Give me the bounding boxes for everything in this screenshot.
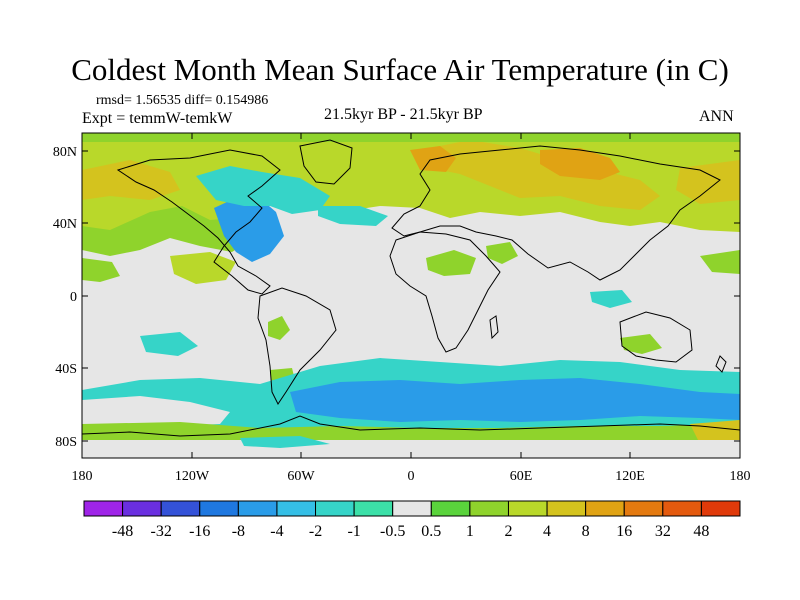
lon-label: 120E <box>615 469 645 484</box>
southern-ocean-cool <box>290 378 740 422</box>
colorbar-label: -8 <box>232 523 245 540</box>
greenland-coast <box>299 139 353 185</box>
season-label: ANN <box>699 108 734 125</box>
north-atlantic-cool <box>196 166 330 214</box>
colorbar-box <box>700 500 741 517</box>
coastlines <box>82 139 740 437</box>
north-warm-lower <box>82 206 250 256</box>
colorbar-label: -0.5 <box>380 523 405 540</box>
africa-coast <box>389 231 501 353</box>
east-pacific-warm <box>700 250 740 274</box>
map-field <box>82 133 740 458</box>
west-pacific-warm <box>82 258 120 282</box>
colorbar-box <box>315 500 355 517</box>
south-indian-green <box>620 334 662 354</box>
colorbar-label: 32 <box>655 523 671 540</box>
colorbar-boxes <box>83 500 741 517</box>
eurasia-coast <box>391 145 721 281</box>
colorbar-label: -48 <box>112 523 133 540</box>
colorbar-box <box>623 500 664 517</box>
colorbar-label: -1 <box>347 523 360 540</box>
lon-label: 60W <box>287 469 315 484</box>
mid-atlantic-cool <box>318 206 388 226</box>
lat-label: 0 <box>70 290 77 305</box>
period-label: 21.5kyr BP - 21.5kyr BP <box>324 106 483 123</box>
colorbar-label: -32 <box>151 523 172 540</box>
lon-label: 120W <box>175 469 210 484</box>
colorbar-box <box>160 500 201 517</box>
colorbar-label: 4 <box>543 523 551 540</box>
colorbar-box <box>546 500 587 517</box>
lat-label: 80N <box>53 145 77 160</box>
colorbar-label: -2 <box>309 523 322 540</box>
lat-label: 40N <box>53 217 77 232</box>
pacific-warm-patch <box>170 252 236 284</box>
stats-text: rmsd= 1.56535 diff= 0.154986 <box>96 93 269 108</box>
colorbar-label: 48 <box>693 523 709 540</box>
plot-title: Coldest Month Mean Surface Air Temperatu… <box>71 52 729 87</box>
lon-label: 180 <box>72 469 93 484</box>
eurasia-high-band <box>420 140 660 210</box>
lat-label: 80S <box>55 435 77 450</box>
colorbar-box <box>199 500 239 517</box>
south-america-coast <box>257 287 337 405</box>
antarctica-coast <box>82 415 740 437</box>
north-america-coast <box>116 149 281 295</box>
colorbar-label: -16 <box>189 523 210 540</box>
north-pacific-band <box>82 160 180 200</box>
colorbar-box <box>507 500 548 517</box>
colorbar-box <box>83 500 124 517</box>
southern-ocean-neutral-patch <box>82 396 230 426</box>
new-zealand-coast <box>715 355 727 373</box>
colorbar-box <box>353 500 394 517</box>
colorbar-box <box>237 500 278 517</box>
antarctic-cool-strip <box>240 436 330 448</box>
colorbar-label: 2 <box>504 523 512 540</box>
colorbar-box <box>122 500 162 517</box>
axis-ticks <box>81 133 741 458</box>
colorbar-box <box>469 500 509 517</box>
north-america-cool <box>214 196 284 262</box>
africa-warm <box>426 250 476 276</box>
colorbar-label: 8 <box>582 523 590 540</box>
south-pacific-cool <box>140 332 198 356</box>
colorbar-label: 0.5 <box>421 523 441 540</box>
experiment-label: Expt = temmW-temkW <box>82 110 233 127</box>
north-pacific-east-band <box>676 160 740 204</box>
colorbar-box <box>662 500 702 517</box>
lon-label: 60E <box>510 469 533 484</box>
canada-cool <box>226 180 262 198</box>
australia-coast <box>619 311 693 363</box>
lat-label: 40S <box>55 362 77 377</box>
colorbar-label: -4 <box>270 523 283 540</box>
colorbar-label: 1 <box>466 523 474 540</box>
colorbar-box <box>585 500 625 517</box>
arabia-warm <box>486 242 518 264</box>
maritime-cool <box>590 290 632 308</box>
colorbar-box <box>392 500 432 517</box>
madagascar-coast <box>489 315 499 340</box>
south-america-green <box>268 316 290 340</box>
colorbar-label: 16 <box>616 523 632 540</box>
lon-label: 0 <box>408 469 415 484</box>
colorbar-labels: -48 -32 -16 -8 -4 -2 -1 -0.5 0.5 1 2 4 8 16 32 48 <box>112 523 709 540</box>
colorbar-box <box>430 500 471 517</box>
colorbar-box <box>276 500 317 517</box>
siberia-warm <box>540 148 620 180</box>
lon-label: 180 <box>730 469 751 484</box>
